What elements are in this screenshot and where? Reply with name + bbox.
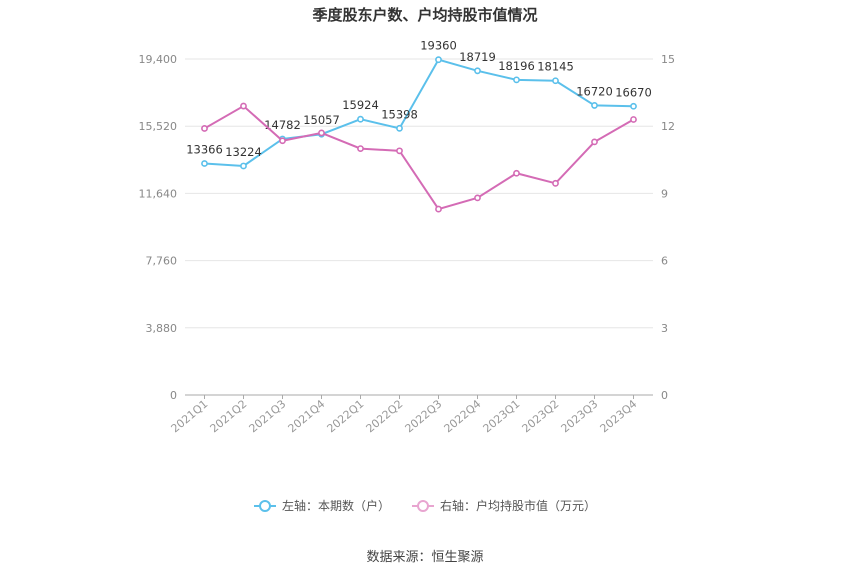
households-data-label: 19360 [420,39,457,53]
households-data-point [474,67,481,75]
households-data-label: 14782 [264,118,301,132]
left-axis-tick-label: 19,400 [139,53,178,66]
households-data-point [201,160,208,167]
households-data-point [591,102,598,109]
x-axis-tick-label: 2023Q2 [520,397,562,435]
left-axis-tick-label: 11,640 [139,187,178,200]
right-axis-tick-label: 15 [661,53,675,66]
x-axis-tick-label: 2021Q1 [169,397,211,435]
avg-value-series-line [204,104,634,211]
households-data-point [240,162,247,170]
x-axis-tick-label: 2023Q4 [598,397,640,435]
avg-value-data-point [240,102,247,110]
chart-legend: 左轴：本期数（户） 右轴：户均持股市值（万元） [0,497,850,514]
households-data-label: 13224 [225,145,262,159]
households-data-point [630,102,637,110]
households-data-point [396,124,403,132]
x-axis-tick-label: 2021Q4 [286,397,328,435]
left-axis-tick-label: 0 [170,389,177,402]
x-axis-tick-label: 2022Q1 [325,397,367,435]
households-data-label: 18145 [537,60,574,74]
avg-value-data-point [591,138,598,146]
legend-label-avg-value: 右轴：户均持股市值（万元） [440,499,597,513]
legend-marker-households [253,499,276,512]
households-data-point [357,115,364,123]
households-data-label: 16720 [576,84,613,98]
x-axis-tick-label: 2021Q3 [247,397,289,435]
avg-value-data-point [474,194,481,202]
right-axis-tick-label: 0 [661,389,668,402]
right-axis-tick-label: 12 [661,120,675,133]
x-axis-tick-label: 2021Q2 [208,397,250,435]
households-data-point [435,56,442,64]
households-data-label: 15398 [381,107,418,121]
avg-value-data-point [201,125,208,132]
x-axis-tick-label: 2022Q4 [442,397,484,435]
left-axis-tick-label: 3,880 [146,322,178,335]
households-data-label: 15924 [342,98,379,112]
avg-value-data-point [279,137,286,145]
avg-value-data-point [552,179,559,187]
x-axis-tick-label: 2022Q2 [364,397,406,435]
legend-item-avg-value[interactable]: 右轴：户均持股市值（万元） [412,497,596,514]
right-axis-tick-label: 6 [661,255,668,268]
avg-value-data-point [396,147,403,155]
households-data-point [552,77,559,85]
households-data-label: 13366 [186,143,223,157]
x-axis-tick-label: 2023Q1 [481,397,523,435]
chart-title: 季度股东户数、户均持股市值情况 [312,6,538,24]
avg-value-data-point [318,129,325,137]
right-axis-tick-label: 9 [661,187,668,200]
avg-value-data-point [513,169,520,177]
left-axis-tick-label: 15,520 [139,120,178,133]
x-axis-tick-label: 2023Q3 [559,397,601,435]
x-axis-tick-label: 2022Q3 [403,397,445,435]
legend-marker-avg-value [412,499,434,512]
avg-value-data-point [630,116,637,123]
avg-value-data-point [435,205,442,213]
households-series-line [204,58,634,167]
households-data-label: 15057 [303,113,340,127]
legend-label-households: 左轴：本期数（户） [281,499,390,513]
right-axis-tick-label: 3 [661,322,668,335]
data-source: 数据来源：恒生聚源 [366,550,484,565]
legend-item-households[interactable]: 左轴：本期数（户） [253,497,390,514]
avg-value-data-point [357,145,364,152]
households-data-label: 16670 [615,85,652,99]
left-axis-tick-label: 7,760 [146,255,178,268]
households-data-label: 18196 [498,59,535,73]
households-data-point [513,76,520,84]
households-data-label: 18719 [459,50,496,64]
